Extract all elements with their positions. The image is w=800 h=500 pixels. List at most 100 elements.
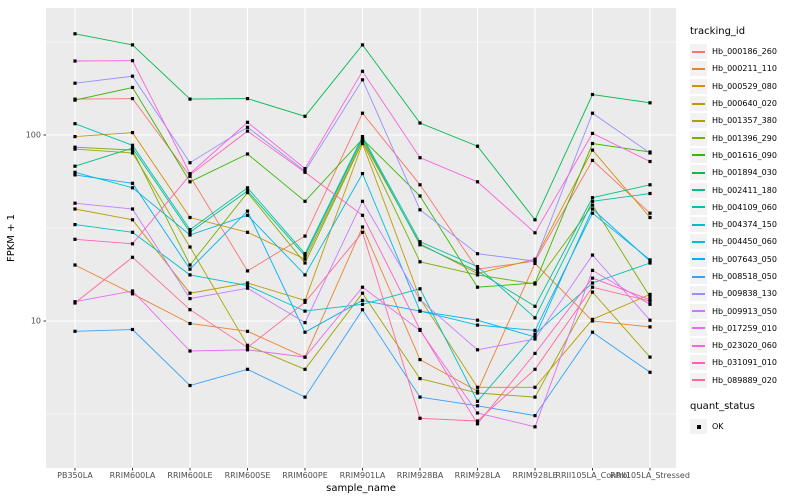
data-point [475, 273, 480, 277]
legend-key-swatch [690, 182, 707, 198]
legend-item-label: Hb_004109_060 [712, 202, 777, 212]
x-tick-label: RRIM928LA [455, 471, 501, 480]
data-point [360, 225, 365, 229]
data-point [73, 170, 77, 174]
legend-item-label: Hb_009913_050 [712, 306, 777, 316]
data-point [533, 385, 537, 389]
legend-item-label: Hb_001616_090 [712, 150, 777, 160]
legend-key-swatch [690, 113, 707, 129]
data-point [130, 146, 135, 150]
data-point [245, 269, 250, 273]
data-point [475, 144, 480, 148]
data-point [130, 181, 135, 185]
data-point [188, 161, 192, 165]
data-point [188, 173, 192, 177]
data-point [130, 327, 135, 332]
legend-line-icon [692, 223, 705, 226]
data-point [303, 367, 307, 371]
data-point [360, 291, 365, 295]
data-point [533, 259, 537, 263]
y-tick-label: 10 [31, 317, 41, 326]
data-point [475, 323, 480, 327]
legend-line-icon [692, 310, 705, 313]
data-point [533, 335, 537, 339]
data-point [475, 348, 480, 352]
data-point [590, 268, 595, 272]
legend-line-icon [692, 154, 705, 157]
legend-key-swatch [690, 44, 707, 60]
data-point [188, 233, 192, 237]
legend-item: Hb_004374_150 [690, 216, 798, 233]
data-point [245, 345, 250, 350]
data-point [73, 223, 77, 227]
data-point [73, 32, 77, 36]
data-point [360, 136, 365, 140]
plot-panel: PB350LA RRIM600LA RRIM600LE RRIM600SE RRIM60… [6, 8, 690, 494]
data-point [130, 186, 135, 190]
data-point [130, 230, 135, 234]
data-point [303, 114, 307, 118]
data-point [590, 253, 595, 257]
legend-key-swatch [690, 269, 707, 284]
data-point [533, 414, 537, 418]
legend-item-label: Hb_001357_380 [712, 116, 777, 126]
x-tick-label: RRIM600SE [225, 471, 271, 480]
data-point [360, 78, 365, 82]
legend-line-icon [692, 189, 705, 192]
legend-key-swatch [690, 78, 707, 94]
legend-item-label: Hb_000529_080 [712, 81, 777, 91]
data-point [188, 180, 192, 184]
legend-quant-items: OK [690, 418, 798, 435]
data-point [73, 329, 77, 333]
x-tick-label: RRII105LA_Stressed [610, 471, 690, 480]
data-point [130, 143, 135, 147]
data-point [360, 308, 365, 312]
data-point [475, 389, 480, 393]
data-point [648, 302, 652, 306]
legend-item: Hb_001616_090 [690, 147, 798, 164]
data-point [533, 351, 537, 355]
legend-item-label: Hb_007643_050 [712, 254, 777, 264]
x-tick-label: RRIM600PE [282, 471, 328, 480]
legend-line-icon [692, 379, 705, 382]
legend-item: Hb_001396_290 [690, 129, 798, 146]
legend-line-icon [692, 137, 705, 140]
x-tick-label: RRIM901LA [340, 471, 386, 480]
data-point [245, 286, 250, 290]
legend-item-label: Hb_004450_060 [712, 237, 777, 247]
x-axis-title: sample_name [326, 483, 396, 494]
data-point [245, 213, 250, 217]
data-point [188, 230, 192, 234]
legend-item-label: Hb_031091_010 [712, 358, 777, 368]
data-point [245, 97, 250, 101]
data-point [360, 230, 365, 234]
data-point [590, 207, 595, 211]
data-point [360, 302, 365, 306]
legend-item: Hb_009838_130 [690, 285, 798, 302]
data-point [130, 292, 135, 296]
data-point [360, 140, 365, 144]
data-point [418, 287, 422, 291]
legend-item: Hb_001894_030 [690, 164, 798, 181]
data-point [303, 321, 307, 325]
legend-item: Hb_002411_180 [690, 181, 798, 198]
legend-line-icon [692, 327, 705, 330]
data-point [475, 252, 480, 256]
legend-item: Hb_004109_060 [690, 199, 798, 216]
legend-key-swatch [690, 355, 707, 371]
legend-item-label: Hb_009838_130 [712, 289, 777, 299]
data-point [590, 196, 595, 200]
data-point [245, 189, 250, 193]
data-point [188, 215, 192, 220]
data-point [418, 243, 422, 247]
data-point [360, 199, 365, 203]
legend-line-icon [692, 171, 705, 174]
data-point [73, 98, 77, 102]
data-point [73, 81, 77, 85]
legend-key-swatch [690, 96, 707, 112]
data-point [303, 254, 307, 258]
legend-gap [690, 389, 798, 401]
data-point [648, 101, 652, 105]
data-point [245, 209, 250, 213]
data-point [245, 367, 250, 371]
